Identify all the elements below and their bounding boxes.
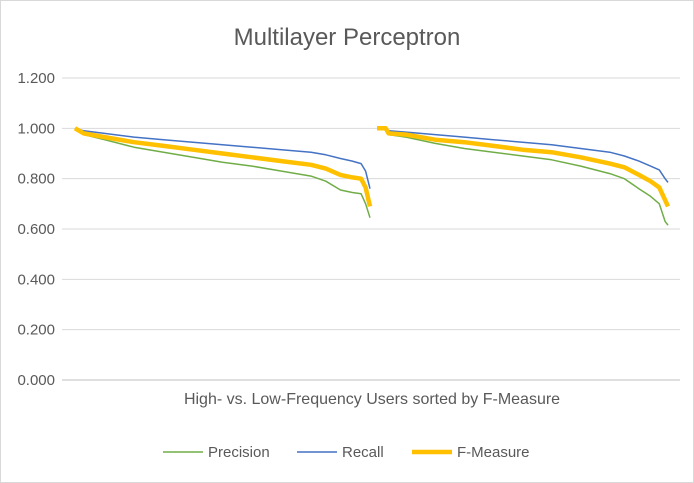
y-tick-label: 0.400 — [17, 271, 55, 288]
x-axis-label: High- vs. Low-Frequency Users sorted by … — [184, 391, 560, 408]
chart-title: Multilayer Perceptron — [234, 24, 461, 51]
recall-line-segment-2 — [377, 127, 669, 183]
y-tick-label: 1.200 — [17, 70, 55, 87]
f-measure-line-segment-1 — [73, 126, 373, 207]
y-tick-label: 0.600 — [17, 221, 55, 238]
y-tick-label: 0.000 — [17, 372, 55, 389]
recall-line-segment-1 — [74, 127, 371, 189]
y-tick-label: 0.200 — [17, 322, 55, 339]
legend-label-precision: Precision — [208, 444, 270, 461]
gridlines — [62, 77, 680, 381]
legend: Precision Recall F-Measure — [163, 444, 530, 461]
f-measure-line-segment-2 — [377, 126, 671, 208]
y-tick-label: 1.000 — [17, 120, 55, 137]
series-lines — [73, 126, 671, 226]
precision-line-segment-1 — [74, 127, 371, 218]
legend-label-f-measure: F-Measure — [457, 444, 530, 461]
legend-label-recall: Recall — [342, 444, 384, 461]
y-tick-label: 0.800 — [17, 171, 55, 188]
y-axis-ticks: 0.000 0.200 0.400 0.600 0.800 1.000 1.200 — [17, 70, 55, 389]
